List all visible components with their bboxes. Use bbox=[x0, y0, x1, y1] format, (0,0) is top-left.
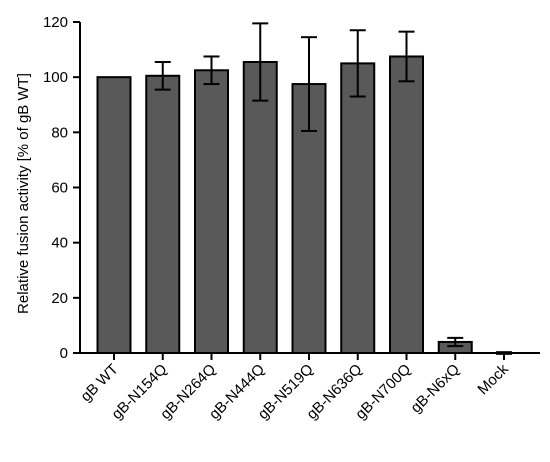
bar bbox=[194, 69, 229, 354]
y-axis-title: Relative fusion activity [% of gB WT] bbox=[15, 73, 32, 314]
bar bbox=[145, 74, 181, 354]
y-tick-label: 80 bbox=[51, 124, 68, 141]
y-tick-label: 100 bbox=[43, 69, 68, 86]
bar bbox=[389, 55, 424, 355]
x-axis: gB WTgB-N154QgB-N264QgB-N444QgB-N519QgB-… bbox=[77, 352, 540, 423]
y-tick-label: 20 bbox=[51, 290, 68, 307]
y-tick-label: 40 bbox=[51, 235, 68, 252]
x-tick-label: gB WT bbox=[77, 361, 121, 405]
error-bars bbox=[154, 22, 512, 355]
error-bar bbox=[398, 30, 415, 83]
bar bbox=[96, 76, 132, 355]
error-bar bbox=[447, 336, 464, 348]
y-tick-label: 120 bbox=[43, 14, 68, 31]
y-axis: 0 20 40 60 80 100 120 bbox=[43, 14, 81, 362]
error-bar bbox=[301, 36, 317, 132]
error-bar bbox=[252, 22, 269, 102]
error-bar bbox=[203, 55, 220, 86]
x-tick-label: Mock bbox=[474, 360, 512, 398]
x-tick-label: gB-N6xQ bbox=[407, 361, 463, 417]
bar bbox=[340, 62, 376, 354]
bar bbox=[242, 60, 278, 355]
error-bar bbox=[349, 29, 366, 98]
bars bbox=[96, 55, 522, 355]
y-tick-label: 60 bbox=[51, 180, 68, 197]
y-tick-label: 0 bbox=[60, 345, 68, 362]
error-bar bbox=[154, 60, 171, 91]
